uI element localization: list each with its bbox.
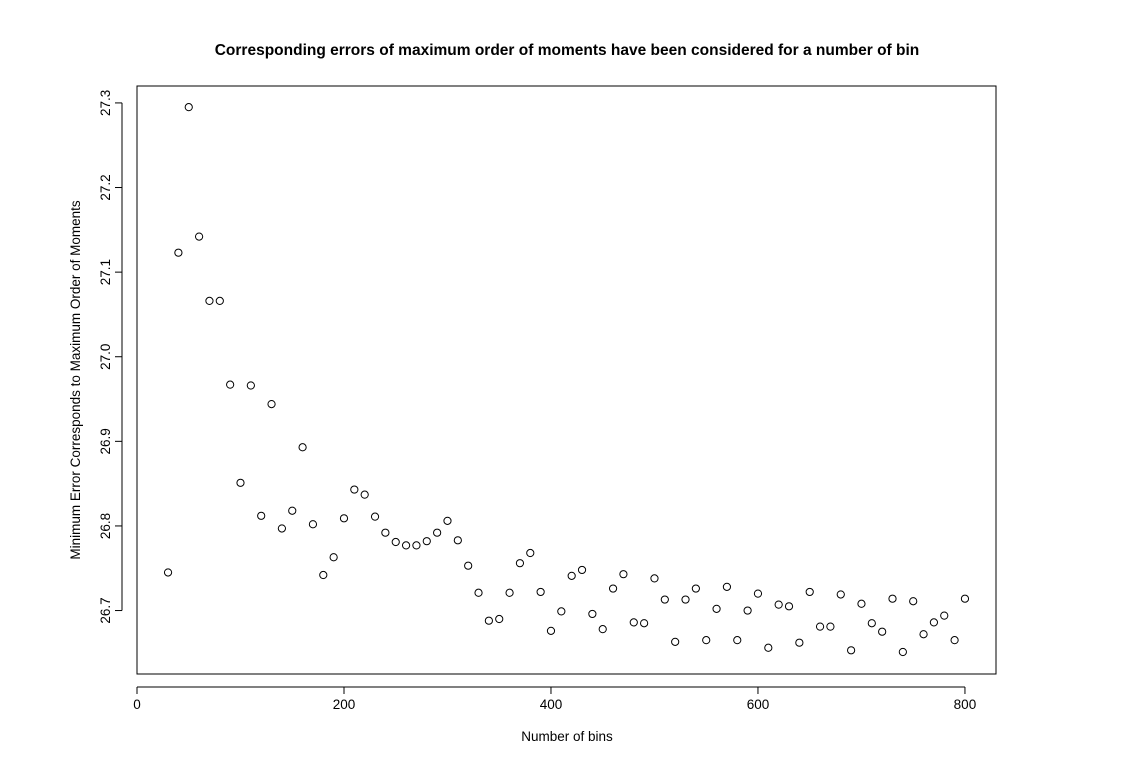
data-point: [857, 599, 866, 608]
data-point: [464, 561, 473, 570]
data-point: [288, 506, 297, 515]
data-point: [702, 636, 711, 645]
data-point: [308, 520, 318, 529]
data-point: [888, 594, 897, 603]
data-point: [236, 478, 245, 487]
data-point: [515, 559, 525, 568]
plot-frame: [136, 85, 997, 675]
data-point: [733, 636, 742, 645]
y-tick-label: 27.0: [98, 344, 113, 370]
data-points: [163, 103, 970, 657]
x-axis: 0 200 400 600 800: [133, 686, 977, 712]
data-point: [722, 582, 732, 591]
data-point: [226, 380, 235, 389]
x-tick-label: 0: [133, 697, 141, 712]
data-point: [712, 604, 721, 613]
data-point: [577, 565, 587, 575]
x-axis-label: Number of bins: [521, 729, 613, 744]
data-point: [350, 485, 359, 494]
data-point: [598, 625, 607, 634]
data-point: [360, 490, 369, 499]
y-tick-label: 26.7: [98, 597, 113, 623]
data-point: [246, 381, 255, 390]
data-point: [567, 571, 576, 580]
x-tick-label: 600: [747, 697, 770, 712]
data-point: [867, 619, 876, 628]
data-point: [774, 600, 783, 609]
data-point: [795, 638, 804, 647]
data-point: [381, 528, 390, 537]
data-point: [940, 611, 949, 620]
data-point: [339, 514, 349, 523]
y-tick-label: 27.2: [98, 174, 113, 200]
data-point: [184, 103, 193, 112]
data-point: [257, 511, 266, 520]
data-point: [370, 512, 380, 521]
data-point: [453, 536, 462, 545]
data-point: [753, 589, 763, 598]
y-tick-label: 27.1: [98, 259, 113, 285]
data-point: [681, 595, 690, 604]
data-point: [163, 568, 173, 577]
data-point: [194, 232, 204, 241]
data-point: [588, 609, 597, 619]
x-tick-label: 800: [954, 697, 977, 712]
data-point: [929, 618, 939, 627]
data-point: [433, 528, 442, 537]
data-point: [298, 443, 307, 452]
data-point: [960, 594, 970, 603]
data-point: [619, 570, 628, 579]
y-tick-label: 26.9: [98, 428, 113, 454]
data-point: [526, 548, 535, 558]
y-tick-label: 27.3: [98, 90, 113, 116]
data-point: [474, 588, 483, 597]
data-point: [401, 541, 411, 550]
y-axis: 26.7 26.8 26.9 27.0 27.1 27.2 27.3: [98, 90, 123, 624]
data-point: [629, 618, 638, 627]
data-point: [743, 606, 752, 615]
data-point: [422, 537, 431, 546]
x-tick-label: 400: [540, 697, 563, 712]
data-point: [495, 614, 504, 624]
data-point: [412, 541, 421, 550]
data-point: [443, 516, 452, 525]
data-point: [671, 637, 680, 646]
data-point: [557, 607, 566, 616]
data-point: [650, 574, 659, 583]
data-point: [898, 647, 907, 657]
data-point: [546, 626, 556, 635]
data-point: [640, 619, 649, 628]
data-point: [391, 537, 400, 547]
x-tick-label: 200: [333, 697, 356, 712]
data-point: [505, 588, 514, 597]
data-point: [319, 570, 328, 580]
data-point: [267, 400, 276, 409]
data-point: [919, 630, 928, 639]
data-point: [764, 643, 773, 652]
data-point: [536, 587, 545, 597]
y-tick-label: 26.8: [98, 513, 113, 539]
data-point: [329, 553, 338, 562]
data-point: [215, 296, 224, 305]
data-point: [660, 595, 669, 604]
chart-title: Corresponding errors of maximum order of…: [215, 42, 920, 59]
data-point: [815, 622, 825, 631]
data-point: [691, 584, 700, 593]
data-point: [847, 646, 856, 655]
data-point: [174, 248, 183, 257]
data-point: [950, 636, 959, 645]
y-axis-label: Minimum Error Corresponds to Maximum Ord…: [68, 200, 83, 560]
data-point: [608, 584, 618, 593]
data-point: [826, 622, 835, 631]
data-point: [878, 627, 887, 636]
data-point: [909, 597, 918, 606]
data-point: [277, 524, 286, 533]
data-point: [205, 296, 214, 305]
data-point: [784, 602, 794, 611]
data-point: [836, 590, 845, 599]
data-point: [805, 587, 814, 597]
data-point: [484, 616, 493, 625]
